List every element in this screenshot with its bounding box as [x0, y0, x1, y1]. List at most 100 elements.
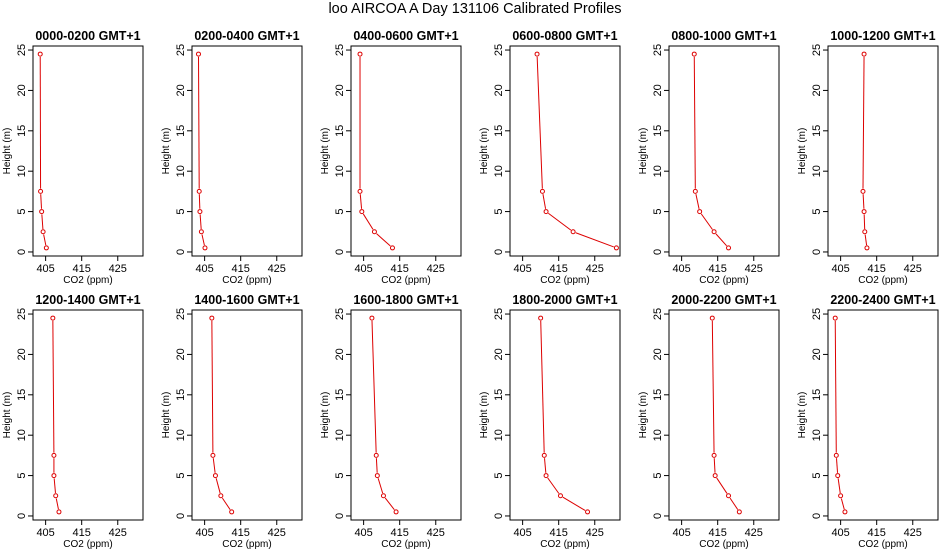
x-tick-label: 425 [427, 527, 445, 539]
series-line-segment [694, 57, 695, 189]
y-tick-label: 0 [175, 513, 187, 519]
data-point [542, 453, 546, 457]
panel-title: 2200-2400 GMT+1 [830, 293, 935, 307]
y-tick-label: 20 [175, 84, 187, 96]
data-point [539, 316, 543, 320]
x-tick-label: 405 [36, 263, 54, 275]
data-point [41, 230, 45, 234]
y-tick-label: 0 [334, 513, 346, 519]
x-tick-label: 425 [745, 263, 763, 275]
y-axis-label: Height (m) [797, 128, 808, 175]
y-tick-label: 25 [652, 308, 664, 320]
y-tick-label: 0 [811, 513, 823, 519]
y-tick-label: 10 [16, 429, 28, 441]
y-tick-label: 25 [175, 44, 187, 56]
y-tick-label: 25 [16, 44, 28, 56]
x-tick-label: 415 [550, 527, 568, 539]
series-line-segment [41, 194, 42, 209]
x-tick-label: 405 [195, 527, 213, 539]
y-tick-label: 0 [652, 249, 664, 255]
x-axis-label: CO2 (ppm) [858, 539, 907, 550]
x-axis-label: CO2 (ppm) [540, 539, 589, 550]
x-tick-label: 405 [195, 263, 213, 275]
y-tick-label: 5 [493, 473, 505, 479]
y-tick-label: 10 [493, 429, 505, 441]
y-tick-label: 25 [16, 308, 28, 320]
plot-frame [828, 310, 938, 520]
y-tick-label: 20 [175, 348, 187, 360]
data-point [211, 453, 215, 457]
x-tick-label: 425 [109, 263, 127, 275]
data-point [865, 246, 869, 250]
series-line-segment [863, 57, 864, 189]
y-tick-label: 10 [334, 165, 346, 177]
x-axis-label: CO2 (ppm) [381, 275, 430, 286]
data-point [843, 510, 847, 514]
data-point [737, 510, 741, 514]
y-tick-label: 5 [493, 209, 505, 215]
x-axis-label: CO2 (ppm) [381, 539, 430, 550]
x-tick-label: 425 [268, 263, 286, 275]
y-tick-label: 15 [652, 125, 664, 137]
data-point [727, 246, 731, 250]
x-tick-label: 405 [354, 263, 372, 275]
y-tick-label: 20 [652, 84, 664, 96]
data-point [693, 189, 697, 193]
plot-frame [192, 46, 302, 256]
y-tick-label: 0 [16, 513, 28, 519]
data-point [51, 316, 55, 320]
x-axis-label: CO2 (ppm) [540, 275, 589, 286]
y-tick-label: 15 [334, 125, 346, 137]
data-point [862, 52, 866, 56]
x-tick-label: 405 [513, 527, 531, 539]
series-line-segment [543, 194, 546, 209]
data-point [862, 210, 866, 214]
y-tick-label: 15 [334, 389, 346, 401]
panel-title: 1800-2000 GMT+1 [512, 293, 617, 307]
data-point [713, 474, 717, 478]
data-point [394, 510, 398, 514]
data-point [358, 52, 362, 56]
series-line-segment [222, 498, 230, 510]
y-tick-label: 10 [811, 165, 823, 177]
data-point [44, 246, 48, 250]
series-line-segment [730, 498, 738, 510]
x-tick-label: 405 [36, 527, 54, 539]
y-tick-label: 25 [334, 308, 346, 320]
data-point [381, 494, 385, 498]
y-tick-label: 10 [652, 429, 664, 441]
y-axis-label: Height (m) [479, 392, 490, 439]
data-point [586, 510, 590, 514]
x-tick-label: 425 [427, 263, 445, 275]
y-tick-label: 5 [811, 473, 823, 479]
figure-title: loo AIRCOA A Day 131106 Calibrated Profi… [0, 1, 950, 17]
y-tick-label: 0 [175, 249, 187, 255]
x-axis-label: CO2 (ppm) [63, 275, 112, 286]
data-point [54, 494, 58, 498]
y-tick-label: 0 [811, 249, 823, 255]
x-tick-label: 415 [868, 263, 886, 275]
y-tick-label: 5 [811, 209, 823, 215]
data-point [712, 230, 716, 234]
x-axis-label: CO2 (ppm) [222, 539, 271, 550]
y-tick-label: 15 [175, 125, 187, 137]
y-tick-label: 15 [16, 125, 28, 137]
x-tick-label: 405 [513, 263, 531, 275]
x-tick-label: 415 [391, 263, 409, 275]
x-tick-label: 405 [354, 527, 372, 539]
plot-frame [33, 310, 143, 520]
y-tick-label: 15 [652, 389, 664, 401]
series-line-segment [836, 458, 837, 473]
x-tick-label: 415 [73, 263, 91, 275]
data-point [544, 210, 548, 214]
data-point [390, 246, 394, 250]
x-axis-label: CO2 (ppm) [222, 275, 271, 286]
data-point [698, 210, 702, 214]
data-point [52, 474, 56, 478]
y-tick-label: 5 [16, 473, 28, 479]
series-line-segment [56, 499, 58, 510]
